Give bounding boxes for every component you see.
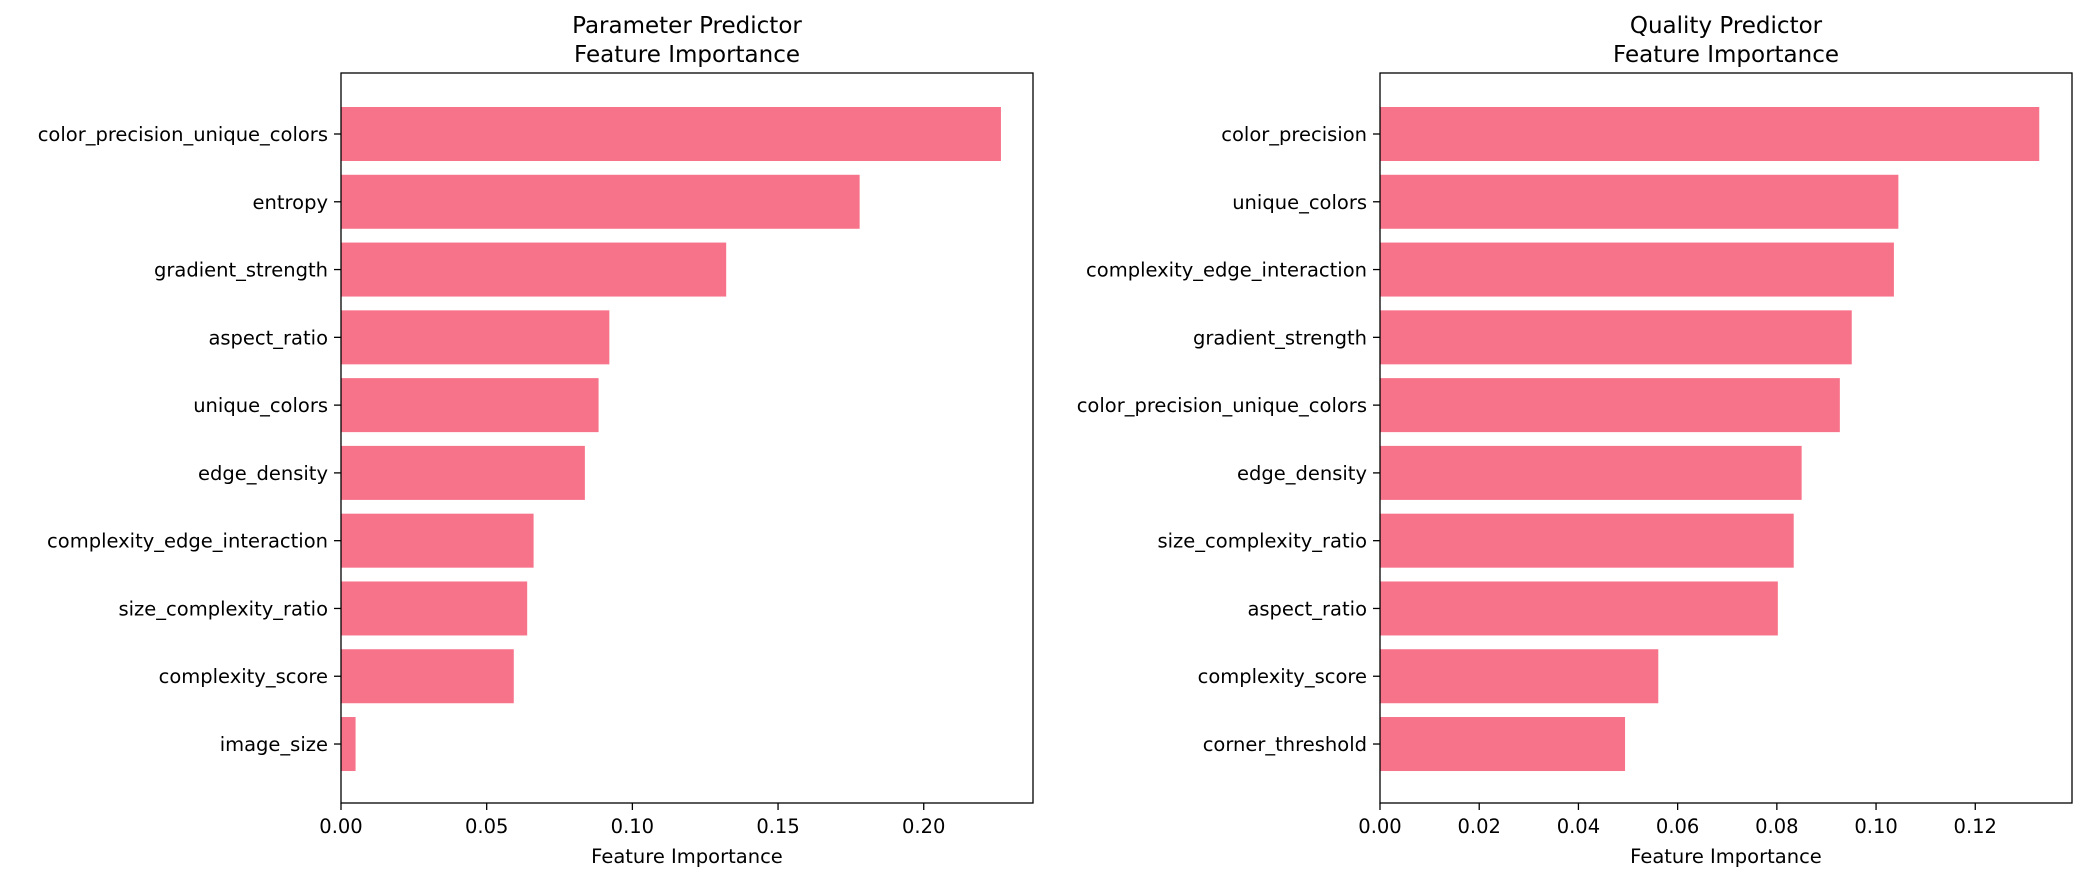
bar	[1380, 107, 2040, 161]
y-tick-label: color_precision	[1221, 123, 1367, 146]
parameter-predictor-chart: Parameter Predictor Feature Importance col…	[38, 13, 1034, 868]
y-tick-label: corner_threshold	[1203, 733, 1367, 756]
bar	[341, 513, 534, 568]
y-tick-label: unique_colors	[1232, 191, 1367, 214]
x-tick-label: 0.00	[319, 815, 362, 838]
bar	[1380, 310, 1852, 365]
chart-title-line-2: Feature Importance	[574, 42, 800, 68]
y-tick-label: complexity_edge_interaction	[1086, 259, 1367, 282]
x-tick-label: 0.12	[1954, 815, 1997, 838]
bar	[341, 378, 599, 433]
chart-title-line-1: Quality Predictor	[1630, 13, 1823, 39]
bar	[1380, 649, 1659, 704]
y-tick-label: complexity_score	[159, 665, 328, 688]
y-tick-label: unique_colors	[193, 394, 328, 417]
y-tick-label: complexity_edge_interaction	[47, 530, 328, 553]
bar	[341, 310, 610, 365]
bar	[341, 445, 585, 500]
x-axis-label: Feature Importance	[1630, 845, 1822, 868]
bar	[341, 717, 356, 772]
bar	[1380, 581, 1778, 636]
x-tick-label: 0.05	[465, 815, 508, 838]
y-tick-label: aspect_ratio	[1247, 597, 1367, 620]
bar	[1380, 242, 1894, 297]
bar	[1380, 445, 1802, 500]
bar	[341, 581, 528, 636]
y-tick-label: size_complexity_ratio	[118, 597, 328, 620]
chart-title-line-1: Parameter Predictor	[572, 13, 802, 39]
chart-title-line-2: Feature Importance	[1613, 42, 1839, 68]
bar	[1380, 174, 1899, 229]
x-tick-label: 0.02	[1458, 815, 1501, 838]
x-tick-label: 0.20	[902, 815, 945, 838]
x-tick-label: 0.10	[1854, 815, 1897, 838]
axes-frame	[1379, 72, 2073, 804]
x-tick-label: 0.15	[756, 815, 799, 838]
x-axis-label: Feature Importance	[591, 845, 783, 868]
x-tick-label: 0.00	[1358, 815, 1401, 838]
axes-frame	[340, 72, 1034, 804]
bar	[341, 174, 860, 229]
x-tick-label: 0.10	[611, 815, 654, 838]
y-tick-label: size_complexity_ratio	[1157, 530, 1367, 553]
bar	[341, 242, 727, 297]
y-tick-label: entropy	[253, 191, 328, 214]
x-tick-label: 0.06	[1656, 815, 1699, 838]
x-tick-label: 0.04	[1557, 815, 1600, 838]
y-tick-label: gradient_strength	[1193, 326, 1367, 349]
y-tick-label: color_precision_unique_colors	[38, 123, 328, 146]
quality-predictor-chart: Quality Predictor Feature Importance color…	[1077, 13, 2073, 868]
bar	[1380, 717, 1626, 772]
y-tick-label: gradient_strength	[154, 259, 328, 282]
y-tick-label: edge_density	[198, 462, 328, 485]
bar	[341, 107, 1001, 161]
bar	[341, 649, 514, 704]
y-tick-label: complexity_score	[1198, 665, 1367, 688]
y-tick-label: edge_density	[1237, 462, 1367, 485]
y-tick-label: aspect_ratio	[208, 326, 328, 349]
y-tick-label: image_size	[220, 733, 328, 756]
bar	[1380, 513, 1794, 568]
bar	[1380, 378, 1840, 433]
x-tick-label: 0.08	[1755, 815, 1798, 838]
y-tick-label: color_precision_unique_colors	[1077, 394, 1367, 417]
